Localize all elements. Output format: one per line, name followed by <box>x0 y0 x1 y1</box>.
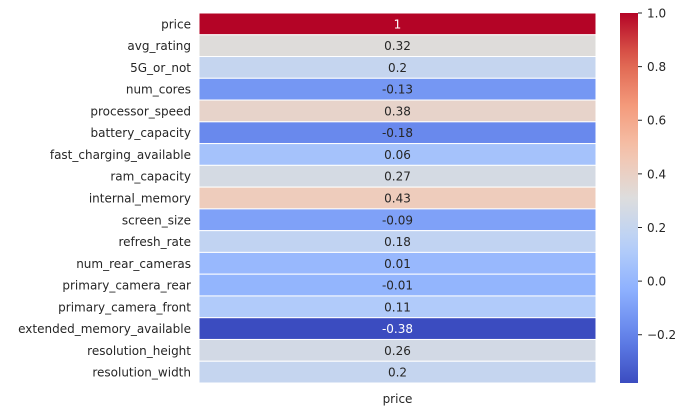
cell-value-label: 0.32 <box>384 39 411 53</box>
cell-value-label: -0.01 <box>382 279 413 293</box>
row-label: battery_capacity <box>91 126 191 140</box>
colorbar-tick-label: 1.0 <box>647 7 666 21</box>
colorbar-tick-label: −0.2 <box>647 328 676 342</box>
row-label: processor_speed <box>90 104 191 118</box>
row-label: screen_size <box>122 213 191 227</box>
colorbar-ticks: 1.0 0.8 0.6 0.4 0.2 0.0 −0.2 <box>638 7 676 342</box>
cell-value-label: -0.13 <box>382 83 413 97</box>
heatmap-cell <box>198 360 597 384</box>
row-label: price <box>161 17 191 31</box>
row-label: resolution_height <box>87 344 191 358</box>
row-label: fast_charging_available <box>50 148 191 162</box>
cell-value-label: 1 <box>394 17 402 31</box>
row-label: avg_rating <box>127 39 191 53</box>
colorbar-tick-label: 0.4 <box>647 167 666 181</box>
row-label: resolution_width <box>92 366 191 380</box>
cell-value-label: 0.38 <box>384 104 411 118</box>
cell-value-label: 0.2 <box>388 61 407 75</box>
cell-value-label: -0.18 <box>382 126 413 140</box>
row-label: num_rear_cameras <box>76 257 191 271</box>
row-label: internal_memory <box>89 192 191 206</box>
row-label: primary_camera_front <box>58 300 191 314</box>
cell-value-label: 0.26 <box>384 344 411 358</box>
cell-value-label: -0.38 <box>382 322 413 336</box>
heatmap-cells: 1 0.32 0.2 -0.13 0.38 -0.18 0.06 0.27 0.43 -0.09 0… <box>198 12 597 384</box>
cell-value-label: -0.09 <box>382 213 413 227</box>
row-labels: price avg_rating 5G_or_not num_coresprocess… <box>18 17 191 379</box>
row-label: primary_camera_rear <box>62 279 191 293</box>
row-label: refresh_rate <box>118 235 191 249</box>
column-label: price <box>383 392 413 406</box>
cell-value-label: 0.27 <box>384 170 411 184</box>
cell-value-label: 0.2 <box>388 366 407 380</box>
column-labels: price <box>383 392 413 406</box>
colorbar-tick-label: 0.8 <box>647 60 666 74</box>
colorbar-tick-label: 0.2 <box>647 221 666 235</box>
cell-value-label: 0.01 <box>384 257 411 271</box>
cell-value-label: 0.11 <box>384 300 411 314</box>
row-label: 5G_or_not <box>130 61 191 75</box>
colorbar-tick-label: 0.6 <box>647 114 666 128</box>
colorbar <box>620 13 638 383</box>
cell-value-label: 0.06 <box>384 148 411 162</box>
cell-value-label: 0.43 <box>384 192 411 206</box>
cell-value-label: 0.18 <box>384 235 411 249</box>
row-label: ram_capacity <box>110 170 191 184</box>
colorbar-tick-label: 0.0 <box>647 275 666 289</box>
row-label: num_cores <box>126 83 191 97</box>
row-label: extended_memory_available <box>18 322 191 336</box>
